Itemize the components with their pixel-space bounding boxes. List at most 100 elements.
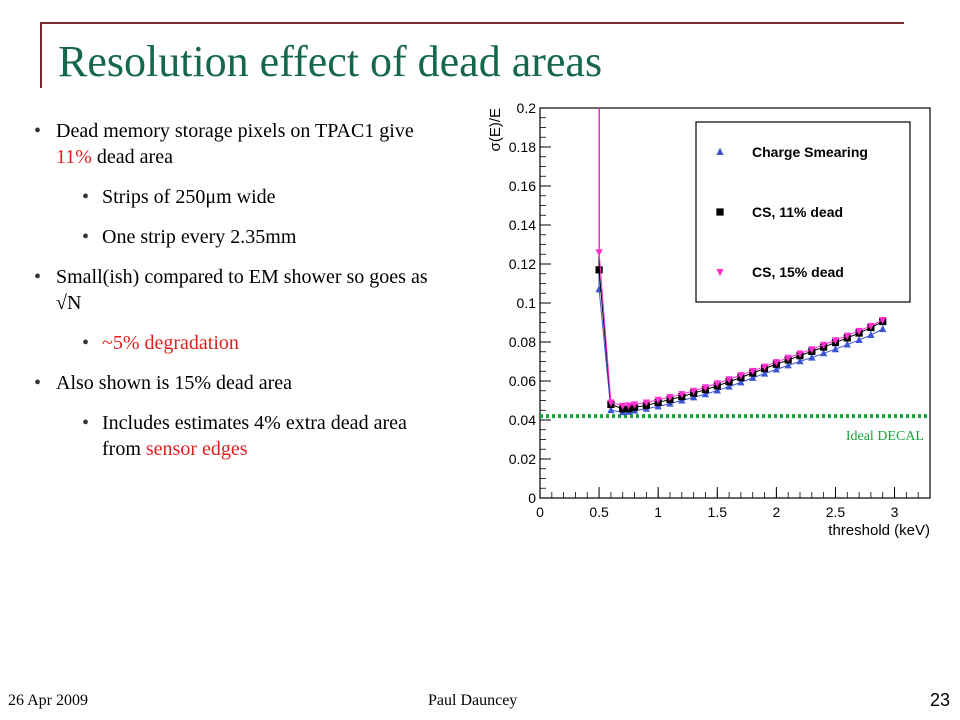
- data-point: [879, 324, 887, 333]
- data-point: [760, 369, 769, 377]
- ideal-decal-label: Ideal DECAL: [846, 429, 924, 444]
- data-point: [654, 396, 662, 404]
- data-point: [808, 346, 816, 354]
- y-tick-label: 0.04: [509, 412, 536, 428]
- footer-date: 26 Apr 2009: [8, 692, 88, 709]
- data-point: [595, 249, 603, 257]
- bullet-text: Dead memory storage pixels on TPAC1 give: [56, 120, 414, 142]
- y-tick-label: 0.14: [509, 217, 536, 233]
- bullet-dot-icon: •: [82, 226, 90, 248]
- y-tick-label: 0.16: [509, 178, 536, 194]
- y-tick-label: 0.06: [509, 373, 536, 389]
- bullet-list: • Dead memory storage pixels on TPAC1 giv…: [30, 118, 430, 462]
- slide-title: Resolution effect of dead areas: [58, 37, 603, 86]
- data-point: [690, 393, 698, 401]
- data-point: [701, 390, 710, 398]
- data-point: [690, 387, 698, 395]
- x-axis-label: threshold (keV): [828, 522, 930, 539]
- bullet-text: Small(ish) compared to EM shower so goes…: [56, 266, 428, 314]
- data-point: [843, 332, 851, 340]
- data-point: [855, 335, 863, 344]
- bullet-text: 11%: [56, 146, 92, 168]
- data-point: [867, 322, 875, 331]
- bullet-text: dead area: [91, 146, 173, 168]
- bullet-item: • Strips of 250μm wide: [30, 184, 430, 210]
- x-tick-label: 3: [891, 504, 899, 520]
- data-point: [607, 406, 615, 414]
- data-point: [831, 337, 840, 345]
- x-tick-label: 1.5: [708, 504, 728, 520]
- legend-box: [695, 121, 911, 303]
- data-point: [855, 327, 863, 336]
- x-tick-label: 0.5: [589, 504, 609, 520]
- bullet-dot-icon: •: [34, 372, 42, 394]
- bullet-dot-icon: •: [34, 120, 42, 142]
- series-2: [595, 108, 887, 410]
- resolution-chart: 0 0.02 0.04 0.06 0.08 0.1 0.12 0.14 0.16 0.18 0.2 0…: [487, 100, 931, 539]
- bullet-text: Also shown is 15% dead area: [56, 372, 293, 394]
- legend-marker: [716, 147, 724, 155]
- bullet-text: ~5% degradation: [102, 332, 239, 354]
- title-left-rule: [40, 22, 42, 88]
- bullet-text: Includes estimates 4% extra dead area fr…: [102, 412, 407, 460]
- legend-label: Charge Smearing: [752, 144, 868, 160]
- bullet-dot-icon: •: [82, 186, 90, 208]
- bullet-text: One strip every 2.35mm: [102, 226, 297, 248]
- data-point: [737, 378, 745, 386]
- data-point: [607, 399, 615, 407]
- y-tick-label: 0.1: [517, 295, 537, 311]
- x-tick-label: 0: [536, 504, 544, 520]
- data-point: [843, 340, 851, 348]
- data-point: [867, 330, 875, 338]
- y-tick-label: 0.18: [509, 139, 536, 155]
- data-point: [808, 353, 816, 361]
- data-point: [796, 357, 804, 365]
- bullet-item: • ~5% degradation: [30, 330, 430, 356]
- title-top-rule: [40, 22, 904, 24]
- data-point: [796, 350, 804, 358]
- data-point: [725, 376, 733, 384]
- data-point: [666, 393, 674, 402]
- x-tick-label: 2: [772, 504, 780, 520]
- data-point: [713, 386, 721, 394]
- y-tick-label: 0.2: [517, 100, 537, 116]
- data-point: [879, 316, 887, 325]
- legend-marker: [716, 269, 724, 277]
- bullet-text: Strips of 250μm wide: [102, 186, 276, 208]
- x-tick-label: 1: [654, 504, 662, 520]
- y-tick-label: 0.02: [509, 451, 536, 467]
- data-point: [625, 402, 633, 410]
- data-point: [678, 391, 686, 399]
- y-tick-label: 0.08: [509, 334, 536, 350]
- data-point: [630, 401, 639, 409]
- bullet-item: • Small(ish) compared to EM shower so goe…: [30, 264, 430, 316]
- y-axis-label: σ(E)/E: [487, 108, 504, 151]
- data-point: [595, 266, 603, 274]
- data-point: [619, 402, 627, 410]
- data-point: [760, 363, 769, 371]
- y-tick-label: 0: [528, 490, 536, 506]
- data-point: [701, 384, 710, 392]
- x-tick-label: 2.5: [826, 504, 846, 520]
- bullet-dot-icon: •: [82, 332, 90, 354]
- data-point: [737, 372, 745, 380]
- data-point: [713, 380, 721, 388]
- bullet-item: • One strip every 2.35mm: [30, 224, 430, 250]
- data-point: [749, 373, 757, 381]
- data-point: [820, 349, 828, 357]
- data-point: [725, 382, 733, 390]
- data-point: [831, 345, 840, 353]
- bullet-item: • Dead memory storage pixels on TPAC1 giv…: [30, 118, 430, 170]
- data-point: [784, 361, 792, 369]
- data-point: [749, 367, 757, 376]
- bullet-dot-icon: •: [34, 266, 42, 288]
- data-point: [772, 359, 780, 367]
- bullet-dot-icon: •: [82, 412, 90, 434]
- legend-label: CS, 15% dead: [752, 264, 844, 280]
- data-point: [642, 399, 650, 407]
- footer-author: Paul Dauncey: [428, 692, 518, 709]
- series-line: [598, 289, 883, 413]
- y-tick-label: 0.12: [509, 256, 536, 272]
- data-point: [772, 365, 780, 373]
- legend-marker: [716, 208, 724, 216]
